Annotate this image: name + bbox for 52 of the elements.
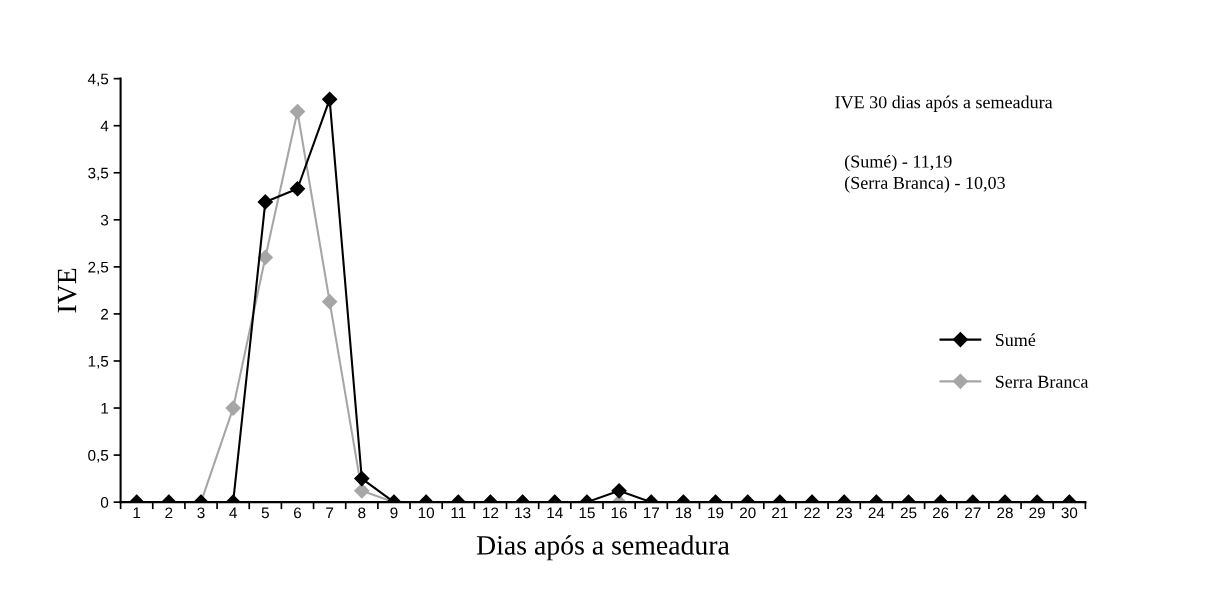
x-tick-label: 2 (165, 507, 173, 519)
x-tick-label: 29 (1029, 507, 1045, 519)
x-tick-label: 20 (739, 507, 756, 519)
x-tick-label: 18 (676, 507, 692, 519)
y-tick-label: 2,5 (88, 261, 109, 275)
point (289, 181, 306, 197)
x-tick-label: 14 (547, 507, 563, 519)
x-tick-label: 16 (611, 507, 627, 519)
x-tick-label: 4 (229, 507, 237, 519)
point (322, 91, 338, 107)
x-tick-label: 19 (708, 507, 724, 519)
legend-label: Serra Branca (995, 375, 1089, 388)
x-tick-label: 11 (451, 507, 466, 519)
x-tick-label: 5 (261, 507, 269, 519)
y-tick-label: 4,5 (87, 73, 109, 87)
y-tick-label: 4 (100, 120, 109, 132)
x-tick-label: 9 (390, 507, 398, 519)
point (257, 249, 273, 266)
x-tick-label: 10 (418, 507, 435, 519)
x-tick-label: 1 (133, 507, 141, 519)
x-tick-label: 12 (483, 507, 499, 519)
x-tick-label: 8 (358, 507, 366, 519)
x-tick-label: 23 (836, 507, 853, 519)
y-tick-label: 3 (100, 214, 109, 226)
x-tick-label: 15 (579, 507, 595, 519)
y-tick-label: 2 (101, 308, 109, 320)
y-axis-title: IVE (57, 268, 77, 313)
x-axis-title: Dias após a semeadura (476, 535, 730, 561)
point (257, 194, 273, 210)
legend-label: Sumé (995, 333, 1036, 347)
point (289, 104, 306, 120)
x-tick-label: 28 (997, 507, 1013, 519)
x-tick-label: 17 (643, 507, 659, 519)
x-tick-label: 3 (197, 507, 205, 519)
annotation: IVE 30 dias após a semeadura (835, 95, 1053, 112)
y-tick-label: 1 (101, 403, 109, 414)
y-tick-label: 0 (100, 497, 109, 508)
y-tick-label: 3,5 (88, 167, 109, 181)
x-tick-label: 24 (868, 507, 885, 519)
y-tick-label: 0,5 (88, 449, 109, 463)
x-tick-label: 6 (294, 507, 302, 519)
x-tick-label: 7 (326, 507, 334, 519)
x-tick-label: 22 (804, 507, 820, 519)
x-tick-label: 13 (515, 507, 531, 519)
x-tick-label: 26 (932, 507, 949, 519)
point (322, 294, 338, 310)
x-tick-label: 25 (900, 507, 917, 519)
y-tick-label: 1,5 (88, 356, 109, 369)
x-tick-label: 27 (965, 507, 981, 519)
x-tick-label: 30 (1061, 507, 1078, 519)
x-tick-label: 21 (772, 507, 788, 519)
annotation: (Sumé) - 11,19 (Serra Branca) - 10,03 (844, 154, 1005, 193)
